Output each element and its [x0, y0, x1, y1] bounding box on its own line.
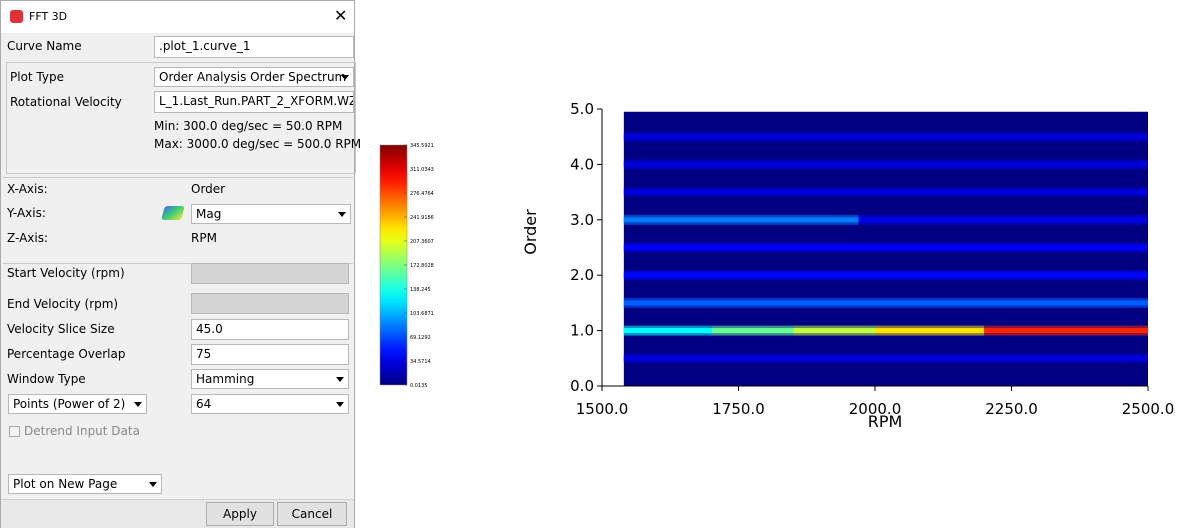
- x-tick-label: 2250.0: [985, 400, 1038, 418]
- label: End Velocity (rpm): [7, 297, 119, 311]
- text-field-disabled: [191, 263, 349, 284]
- app-icon: [10, 10, 23, 23]
- axis-value: RPM: [191, 231, 217, 245]
- colorbar-tick-label: 34.5714: [410, 359, 431, 365]
- label: Start Velocity (rpm): [7, 266, 125, 280]
- dropdown[interactable]: Points (Power of 2): [8, 394, 147, 414]
- label: Plot Type: [10, 70, 64, 84]
- x-tick-label: 2500.0: [1122, 400, 1175, 418]
- heatmap-cell-core: [623, 217, 859, 223]
- heatmap-cell: [623, 242, 1148, 253]
- title-bar: FFT 3D ✕: [1, 1, 354, 33]
- info-text: Min: 300.0 deg/sec = 50.0 RPM: [154, 119, 343, 133]
- heatmap-cell: [875, 325, 985, 336]
- heatmap-cell: [711, 325, 794, 336]
- dropdown[interactable]: Plot on New Page: [8, 474, 162, 494]
- text-field[interactable]: L_1.Last_Run.PART_2_XFORM.WZ: [154, 91, 354, 113]
- heatmap-cell: [623, 187, 1148, 198]
- colorbar-tick-label: 138.245: [410, 287, 431, 293]
- axis-value: Order: [191, 182, 226, 196]
- colorbar-tick-label: 103.6871: [410, 311, 434, 317]
- dialog-title: FFT 3D: [29, 10, 68, 23]
- colorbar-tick-label: 276.4764: [410, 191, 434, 197]
- heatmap-cell: [623, 297, 1148, 308]
- heatmap-cell: [623, 159, 1148, 170]
- heatmap-cell: [793, 325, 875, 336]
- y-tick-label: 0.0: [570, 377, 594, 395]
- separator: [3, 263, 353, 264]
- y-tick-label: 3.0: [570, 211, 594, 229]
- heatmap-cell-core: [623, 245, 1148, 250]
- y-tick-label: 5.0: [570, 100, 594, 118]
- heatmap-cell: [984, 325, 1148, 336]
- heatmap-cell: [623, 353, 1148, 364]
- checkbox-label: Detrend Input Data: [24, 424, 140, 438]
- heatmap-cell-core: [984, 328, 1148, 334]
- y-axis-label: Order: [521, 209, 540, 255]
- heatmap-cell-core: [623, 272, 1148, 278]
- heatmap-cell: [858, 214, 1148, 225]
- text-field-disabled: [191, 293, 349, 314]
- label: Z-Axis:: [7, 231, 49, 245]
- label: Percentage Overlap: [7, 347, 126, 361]
- colorbar-tick-label: 345.5921: [410, 143, 434, 149]
- separator: [3, 177, 353, 178]
- x-tick-label: 1750.0: [712, 400, 765, 418]
- colorbar-tick-label: 0.0135: [410, 383, 428, 389]
- heatmap-cell-core: [623, 189, 1148, 195]
- label: X-Axis:: [7, 182, 48, 196]
- heatmap-cell-core: [623, 355, 1148, 361]
- heatmap-cell-core: [623, 161, 1148, 167]
- heatmap-cell: [623, 214, 859, 225]
- heatmap-cell-core: [623, 300, 1148, 306]
- dropdown[interactable]: 64: [191, 394, 349, 414]
- close-button[interactable]: ✕: [334, 6, 348, 25]
- y-tick-label: 1.0: [570, 322, 594, 340]
- heatmap-cell-core: [858, 217, 1148, 223]
- x-tick-label: 2000.0: [849, 400, 902, 418]
- label: Velocity Slice Size: [7, 322, 115, 336]
- apply-button[interactable]: Apply: [206, 502, 274, 526]
- colorbar-tick-label: 69.1292: [410, 335, 431, 341]
- text-field[interactable]: 45.0: [191, 319, 349, 340]
- heatmap-background: [623, 111, 1148, 387]
- heatmap-cell-core: [875, 328, 985, 334]
- y-tick-label: 4.0: [570, 155, 594, 173]
- x-axis-label: RPM: [868, 412, 903, 431]
- surface-icon[interactable]: [161, 206, 185, 220]
- heatmap-cell-core: [623, 328, 712, 334]
- group-box: [6, 62, 356, 174]
- y-tick-label: 2.0: [570, 266, 594, 284]
- dropdown[interactable]: Mag: [191, 204, 351, 224]
- heatmap-cell: [623, 325, 712, 336]
- colorbar: [379, 144, 408, 386]
- label: Y-Axis:: [7, 206, 46, 220]
- heatmap-cell-core: [793, 328, 875, 334]
- x-tick-label: 1500.0: [576, 400, 629, 418]
- cancel-button[interactable]: Cancel: [277, 502, 347, 526]
- colorbar-tick-label: 172.8028: [410, 263, 434, 269]
- heatmap-cell: [623, 131, 1148, 142]
- heatmap-cell-core: [623, 134, 1148, 140]
- colorbar-tick-label: 241.9186: [410, 215, 434, 221]
- heatmap-cell: [623, 270, 1148, 281]
- dropdown[interactable]: Order Analysis Order Spectrum: [154, 67, 354, 87]
- heatmap-cell-core: [711, 328, 794, 334]
- checkbox[interactable]: [9, 426, 20, 437]
- colorbar-tick-label: 207.3607: [410, 239, 434, 245]
- text-field[interactable]: .plot_1.curve_1: [154, 36, 354, 58]
- colorbar-tick-label: 311.0343: [410, 167, 434, 173]
- text-field[interactable]: 75: [191, 344, 349, 365]
- label: Curve Name: [7, 39, 82, 53]
- label: Rotational Velocity: [10, 95, 122, 109]
- dialog: FFT 3D ✕ Curve Name .plot_1.curve_1 Plot…: [0, 0, 361, 528]
- dropdown[interactable]: Hamming: [191, 369, 349, 389]
- info-text: Max: 3000.0 deg/sec = 500.0 RPM: [154, 137, 362, 151]
- label: Window Type: [7, 372, 86, 386]
